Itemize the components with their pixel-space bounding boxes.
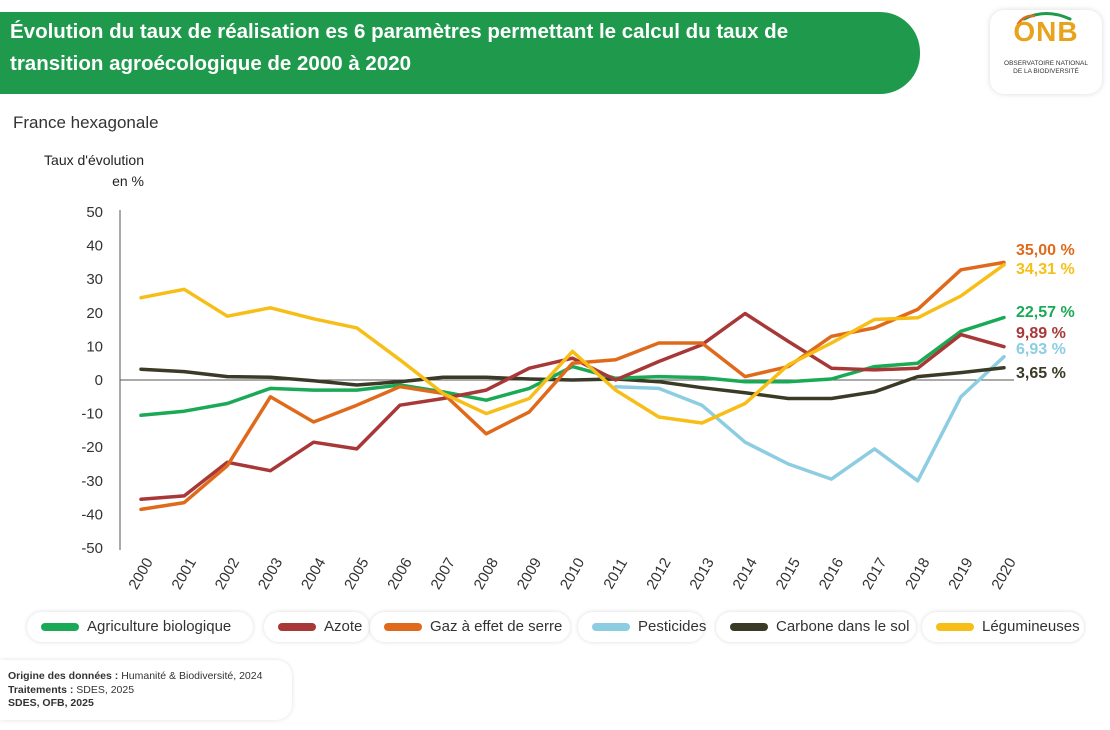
footer-source-value: Humanité & Biodiversité, 2024 <box>121 670 263 682</box>
x-tick-label: 2004 <box>298 555 329 592</box>
end-value-label: 9,89 % <box>1016 325 1066 342</box>
legend-swatch <box>730 623 768 631</box>
footer-source-label: Origine des données : <box>8 670 119 682</box>
y-tick-label: -30 <box>81 473 103 490</box>
x-tick-label: 2000 <box>125 555 156 592</box>
end-value-label: 22,57 % <box>1016 304 1075 321</box>
x-tick-label: 2012 <box>643 555 674 592</box>
legend-swatch <box>278 623 316 631</box>
series-line-azote <box>139 311 1006 502</box>
logo-subtext-line-2: DE LA BIODIVERSITÉ <box>1013 68 1079 75</box>
x-tick-label: 2005 <box>341 555 372 592</box>
x-tick-label: 2017 <box>859 555 890 592</box>
y-tick-label: -40 <box>81 506 103 523</box>
x-tick-label: 2020 <box>988 555 1019 592</box>
legend-item: Pesticides <box>578 612 707 642</box>
footer-processing: Traitements : SDES, 2025 <box>8 684 134 696</box>
y-axis-label: Taux d'évolution en % <box>14 150 144 192</box>
y-tick-label: 40 <box>86 238 103 255</box>
onb-logo: ONB OBSERVATOIRE NATIONAL DE LA BIODIVER… <box>990 10 1102 94</box>
legend-label: Agriculture biologique <box>87 618 232 635</box>
title-line-1: Évolution du taux de réalisation es 6 pa… <box>10 20 789 43</box>
x-tick-label: 2008 <box>471 555 502 592</box>
legend-item: Azote <box>264 612 369 642</box>
series-line-pesticides <box>613 354 1006 483</box>
x-tick-label: 2010 <box>557 555 588 592</box>
y-axis-label-line-1: Taux d'évolution <box>44 152 144 168</box>
series-line-l-gumineuses <box>139 263 1006 425</box>
x-tick-label: 2001 <box>169 555 200 592</box>
y-axis-label-line-2: en % <box>112 173 144 189</box>
legend-swatch <box>384 623 422 631</box>
legend-item: Légumineuses <box>922 612 1084 642</box>
end-value-label: 3,65 % <box>1016 365 1066 382</box>
x-tick-label: 2019 <box>945 555 976 592</box>
legend-label: Carbone dans le sol <box>776 618 910 635</box>
y-tick-label: 20 <box>86 305 103 322</box>
legend-label: Gaz à effet de serre <box>430 618 563 635</box>
x-tick-label: 2009 <box>514 555 545 592</box>
footer-source: Origine des données : Humanité & Biodive… <box>8 670 262 682</box>
x-tick-label: 2007 <box>427 555 458 592</box>
legend-swatch <box>41 623 79 631</box>
legend-label: Légumineuses <box>982 618 1080 635</box>
logo-text: ONB <box>1013 16 1079 47</box>
footer-credit: SDES, OFB, 2025 <box>8 697 94 709</box>
title-line-2: transition agroécologique de 2000 à 2020 <box>10 52 412 75</box>
x-tick-label: 2013 <box>686 555 717 592</box>
x-tick-label: 2016 <box>816 555 847 592</box>
legend-label: Azote <box>324 618 363 635</box>
legend-item: Agriculture biologique <box>27 612 253 642</box>
x-tick-label: 2003 <box>255 555 286 592</box>
legend-item: Carbone dans le sol <box>716 612 916 642</box>
x-tick-label: 2014 <box>729 555 760 592</box>
y-tick-label: 50 <box>86 204 103 221</box>
footer-credit-text: SDES, OFB, 2025 <box>8 697 94 709</box>
legend-label: Pesticides <box>638 618 707 635</box>
legend-item: Gaz à effet de serre <box>370 612 570 642</box>
footer-processing-value: SDES, 2025 <box>76 684 135 696</box>
y-tick-label: -20 <box>81 439 103 456</box>
x-tick-label: 2011 <box>600 556 631 592</box>
end-value-label: 6,93 % <box>1016 341 1066 358</box>
series-line-carbone-dans-le-sol <box>139 365 1006 401</box>
x-tick-label: 2006 <box>384 555 415 592</box>
end-value-label: 34,31 % <box>1016 261 1075 278</box>
y-tick-label: -50 <box>81 540 103 557</box>
y-tick-label: 30 <box>86 271 103 288</box>
logo-subtext-line-1: OBSERVATOIRE NATIONAL <box>1004 60 1088 67</box>
source-footer: Origine des données : Humanité & Biodive… <box>0 660 292 720</box>
y-tick-label: 10 <box>86 338 103 355</box>
end-value-label: 35,00 % <box>1016 242 1075 259</box>
legend-swatch <box>592 623 630 631</box>
legend-swatch <box>936 623 974 631</box>
logo-subtext: OBSERVATOIRE NATIONAL DE LA BIODIVERSITÉ <box>990 60 1102 76</box>
x-tick-label: 2002 <box>212 555 243 592</box>
x-tick-label: 2018 <box>902 555 933 592</box>
y-tick-label: -10 <box>81 406 103 423</box>
page-title: Évolution du taux de réalisation es 6 pa… <box>10 16 900 80</box>
footer-processing-label: Traitements : <box>8 684 74 696</box>
logo-arc-icon <box>1016 12 1072 26</box>
series-line-gaz-effet-de-serre <box>139 260 1006 512</box>
header-banner <box>0 12 920 94</box>
series-line-agriculture-biologique <box>139 315 1006 418</box>
y-tick-label: 0 <box>95 372 103 389</box>
x-tick-label: 2015 <box>773 555 804 592</box>
chart-subtitle: France hexagonale <box>13 113 159 132</box>
